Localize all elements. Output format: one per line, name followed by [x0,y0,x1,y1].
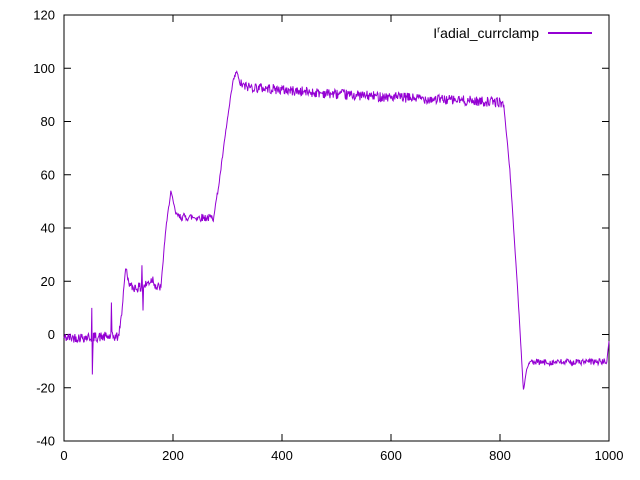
x-tick-label: 200 [162,448,184,463]
data-series-line [63,70,610,390]
y-tick-label: 60 [41,167,55,182]
legend-label-prefix: I [433,25,438,41]
x-tick-label: 600 [380,448,402,463]
legend-label-rest: adial_currclamp [440,25,539,41]
y-tick-label: 80 [41,114,55,129]
x-tick-label: 800 [489,448,511,463]
x-tick-label: 1000 [595,448,624,463]
plot-border [63,14,610,442]
y-tick-label: 40 [41,221,55,236]
x-tick-label: 400 [271,448,293,463]
y-tick-label: 20 [41,274,55,289]
legend-label-superscript: r [437,24,441,35]
y-tick-label: 0 [48,327,55,342]
y-tick-label: 100 [33,61,55,76]
y-tick-label: 120 [33,8,55,23]
legend-label: Iradial_currclamp [433,25,539,41]
legend: Iradial_currclamp [433,25,592,41]
legend-line-sample [548,32,592,34]
y-tick-label: -20 [36,380,55,395]
y-tick-label: -40 [36,434,55,449]
x-tick-label: 0 [60,448,67,463]
